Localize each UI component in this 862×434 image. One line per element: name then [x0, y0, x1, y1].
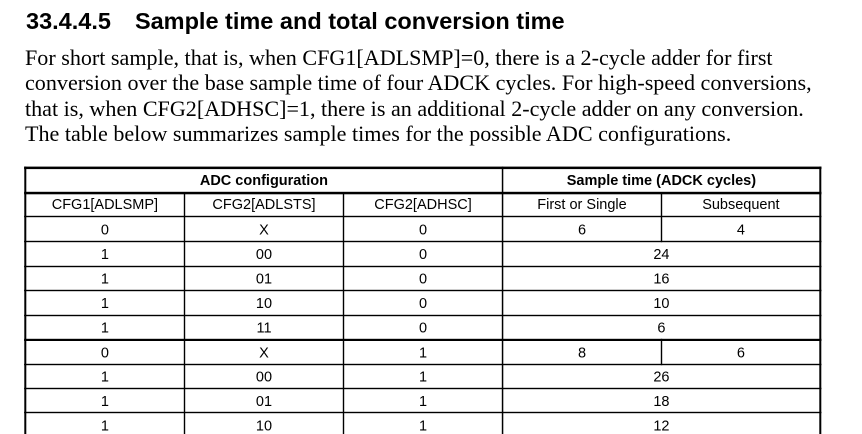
svg-text:24: 24	[653, 247, 669, 263]
svg-text:0: 0	[419, 321, 427, 337]
svg-text:1: 1	[419, 345, 427, 361]
svg-text:0: 0	[419, 296, 427, 312]
svg-text:6: 6	[737, 345, 745, 361]
svg-text:16: 16	[653, 272, 669, 288]
svg-text:1: 1	[101, 394, 109, 410]
svg-text:11: 11	[256, 321, 271, 337]
svg-text:10: 10	[256, 418, 272, 434]
svg-text:CFG2[ADHSC]: CFG2[ADHSC]	[374, 197, 472, 213]
svg-text:1: 1	[419, 418, 427, 434]
svg-text:0: 0	[101, 223, 109, 239]
svg-text:First or Single: First or Single	[537, 197, 626, 213]
svg-text:12: 12	[653, 418, 669, 434]
svg-text:X: X	[259, 345, 269, 361]
svg-text:1: 1	[101, 370, 109, 386]
svg-text:0: 0	[101, 345, 109, 361]
svg-text:01: 01	[256, 394, 272, 410]
svg-text:6: 6	[578, 223, 586, 239]
svg-text:18: 18	[653, 394, 669, 410]
svg-text:00: 00	[256, 247, 272, 263]
svg-text:ADC configuration: ADC configuration	[200, 173, 328, 189]
svg-text:1: 1	[101, 272, 109, 288]
svg-text:00: 00	[256, 370, 272, 386]
svg-text:1: 1	[101, 296, 109, 312]
svg-text:0: 0	[419, 223, 427, 239]
svg-text:0: 0	[419, 272, 427, 288]
svg-text:4: 4	[737, 223, 745, 239]
svg-text:1: 1	[101, 247, 109, 263]
svg-text:CFG2[ADLSTS]: CFG2[ADLSTS]	[212, 197, 315, 213]
svg-text:10: 10	[653, 296, 669, 312]
svg-text:Sample time (ADCK cycles): Sample time (ADCK cycles)	[567, 173, 757, 189]
svg-text:X: X	[259, 223, 269, 239]
svg-text:1: 1	[419, 394, 427, 410]
svg-text:10: 10	[256, 296, 272, 312]
svg-text:0: 0	[419, 247, 427, 263]
svg-text:CFG1[ADLSMP]: CFG1[ADLSMP]	[52, 197, 158, 213]
svg-text:01: 01	[256, 272, 272, 288]
svg-text:26: 26	[653, 370, 669, 386]
svg-text:1: 1	[101, 418, 109, 434]
svg-text:1: 1	[101, 321, 109, 337]
svg-text:6: 6	[657, 321, 665, 337]
svg-text:Subsequent: Subsequent	[702, 197, 779, 213]
svg-text:8: 8	[578, 345, 586, 361]
svg-text:1: 1	[419, 370, 427, 386]
